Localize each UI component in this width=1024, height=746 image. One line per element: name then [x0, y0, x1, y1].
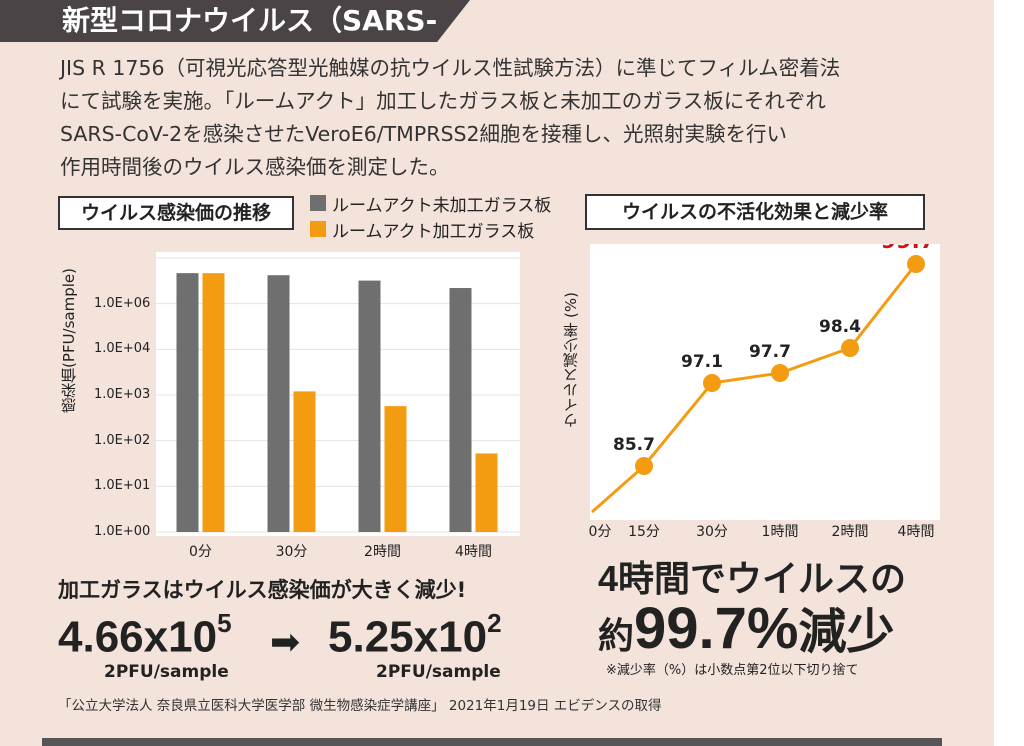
- data-point: [841, 339, 859, 357]
- data-label: 98.4: [819, 317, 861, 337]
- bar-untreated: [267, 275, 290, 532]
- legend-item-treated: ルームアクト加工ガラス板: [310, 216, 551, 242]
- line-category-label: 30分: [696, 524, 728, 540]
- arrow-right-icon: ➡: [270, 622, 301, 663]
- legend-item-untreated: ルームアクト未加工ガラス板: [310, 190, 551, 216]
- intro-line: JIS R 1756（可視光応答型光触媒の抗ウイルス性試験方法）に準じてフィルム…: [60, 56, 841, 80]
- intro-line: にて試験を実施。「ルームアクト」加工したガラス板と未加工のガラス板にそれぞれ: [60, 89, 826, 113]
- reduction-headline: 4時間でウイルスの: [598, 558, 907, 599]
- bar-ytick-label: 1.0E+02: [94, 432, 151, 448]
- bar-ytick-label: 1.0E+04: [94, 341, 151, 357]
- unit-after: 2PFU/sample: [376, 662, 501, 682]
- value-before-base: 4.66x10: [58, 612, 218, 662]
- source-citation: 「公立大学法人 奈良県立医科大学医学部 微生物感染症学講座」 2021年1月19…: [58, 698, 662, 714]
- bar-treated: [475, 453, 498, 532]
- line-chart-ylabel: ウイルス減少率 (%): [562, 292, 580, 428]
- data-point: [635, 457, 653, 475]
- reduction-number: 99.7%: [634, 596, 799, 661]
- bar-ytick-label: 1.0E+01: [94, 478, 151, 494]
- data-point: [907, 255, 925, 273]
- line-category-label: 1時間: [761, 524, 799, 540]
- data-point: [703, 374, 721, 392]
- data-point: [771, 364, 789, 382]
- line-chart-plot: 85.7 97.1 97.7 98.4 99.7: [590, 229, 940, 520]
- footnote: ※減少率（%）は小数点第2位以下切り捨て: [606, 663, 859, 678]
- legend-label-untreated: ルームアクト未加工ガラス板: [332, 195, 552, 216]
- page-title: 新型コロナウイルス（SARS-CoV-2）: [0, 0, 470, 42]
- unit-before: 2PFU/sample: [104, 662, 229, 682]
- bar-treated: [202, 273, 225, 532]
- reduction-value: 約99.7%減少: [598, 592, 895, 662]
- bar-chart-legend: ルームアクト未加工ガラス板 ルームアクト加工ガラス板: [310, 190, 551, 242]
- bar-chart-plot: [156, 252, 520, 536]
- legend-swatch-treated: [310, 221, 326, 237]
- legend-swatch-untreated: [310, 195, 326, 211]
- data-label: 99.7: [881, 244, 935, 254]
- bar-untreated: [449, 288, 472, 532]
- line-chart-title: ウイルスの不活化効果と減少率: [585, 194, 925, 230]
- bar-chart-title: ウイルス感染価の推移: [58, 196, 294, 230]
- bar-ytick-label: 1.0E+00: [94, 524, 151, 539]
- bar-category-label: 4時間: [455, 544, 492, 560]
- line-category-label: 0分: [588, 524, 612, 540]
- bar-ytick-label: 1.0E+03: [94, 387, 151, 402]
- intro-line: 作用時間後のウイルス感染価を測定した。: [60, 155, 450, 179]
- bar-treated: [293, 391, 316, 532]
- data-label: 85.7: [613, 435, 655, 455]
- line-category-label: 4時間: [897, 524, 935, 540]
- right-margin: [994, 0, 1024, 746]
- line-category-label: 2時間: [831, 524, 869, 540]
- bar-category-label: 0分: [189, 544, 212, 560]
- intro-line: SARS-CoV-2を感染させたVeroE6/TMPRSS2細胞を接種し、光照射…: [60, 122, 788, 146]
- bar-category-label: 2時間: [364, 544, 401, 560]
- reduction-suffix: 減少: [798, 606, 895, 659]
- data-label: 97.1: [681, 352, 723, 372]
- value-before-exp: 5: [217, 608, 232, 638]
- bar-untreated: [358, 280, 381, 532]
- bar-category-label: 30分: [275, 544, 308, 560]
- legend-label-treated: ルームアクト加工ガラス板: [332, 221, 535, 242]
- value-after: 5.25x102: [328, 608, 502, 663]
- value-after-exp: 2: [487, 608, 502, 638]
- bar-ytick-label: 1.0E+06: [94, 295, 151, 311]
- divider: [42, 738, 942, 746]
- line-chart-svg: 85.7 97.1 97.7 98.4 99.7: [591, 229, 935, 514]
- bar-untreated: [176, 273, 199, 532]
- bar-treated: [384, 406, 407, 532]
- value-before: 4.66x105: [58, 608, 232, 663]
- summary-headline: 加工ガラスはウイルス感染価が大きく減少!: [58, 578, 467, 602]
- line-category-label: 15分: [628, 524, 660, 540]
- intro-text: JIS R 1756（可視光応答型光触媒の抗ウイルス性試験方法）に準じてフィルム…: [60, 52, 940, 184]
- reduction-prefix: 約: [598, 615, 635, 656]
- bar-chart-svg: [156, 257, 520, 533]
- reduction-line: [591, 263, 918, 514]
- value-after-base: 5.25x10: [328, 612, 488, 662]
- bar-chart-ylabel: 感染価(PFU/sample): [60, 268, 78, 413]
- data-label: 97.7: [749, 342, 791, 362]
